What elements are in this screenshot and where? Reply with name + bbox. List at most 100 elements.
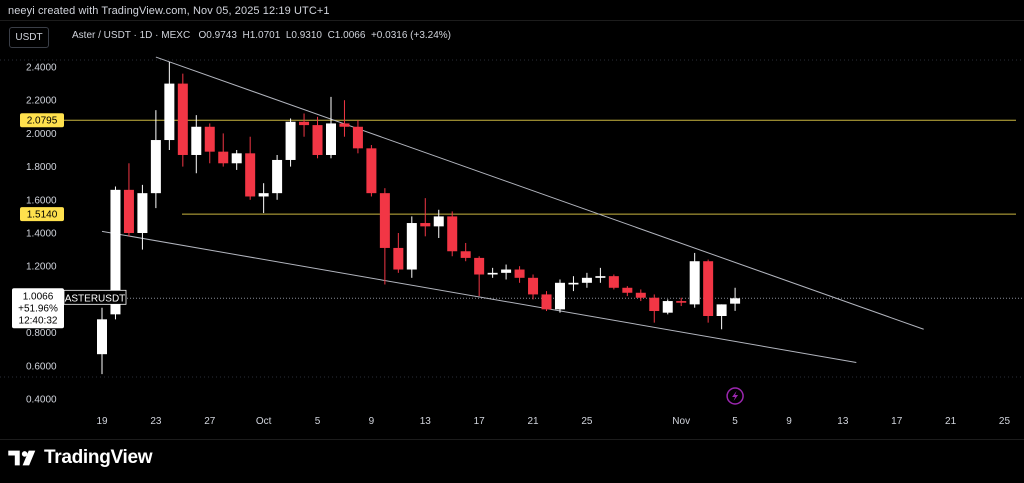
candle-body: [501, 269, 512, 273]
y-tick-label: 2.4000: [26, 63, 57, 74]
candle-2025-09-23[interactable]: [150, 110, 161, 209]
candle-2025-10-07[interactable]: [339, 100, 350, 137]
candle-2025-11-02[interactable]: [689, 252, 700, 308]
candle-body: [514, 269, 525, 278]
candle-body: [218, 151, 229, 164]
candle-2025-09-27[interactable]: [204, 123, 215, 164]
currency-button[interactable]: USDT: [9, 27, 49, 48]
tradingview-logo-text: TradingView: [44, 447, 153, 468]
candle-2025-10-05[interactable]: [312, 116, 323, 159]
candle-2025-10-22[interactable]: [541, 291, 552, 312]
level-low-badge: 1.5140: [20, 207, 64, 222]
tradingview-logo[interactable]: TradingView: [8, 446, 153, 470]
lightning-icon[interactable]: [726, 387, 744, 405]
candle-2025-10-14[interactable]: [433, 209, 444, 238]
candle-body: [474, 257, 485, 275]
candle-2025-11-05[interactable]: [730, 287, 741, 311]
x-tick-label: 9: [786, 416, 792, 427]
candle-body: [595, 276, 606, 278]
x-tick-label: 19: [96, 416, 108, 427]
candle-2025-10-31[interactable]: [662, 299, 673, 315]
candle-2025-10-29[interactable]: [635, 289, 646, 302]
candle-2025-10-26[interactable]: [595, 267, 606, 283]
candle-body: [325, 123, 336, 155]
candle-2025-10-01[interactable]: [258, 183, 269, 214]
candle-2025-09-25[interactable]: [177, 73, 188, 167]
candle-body: [339, 123, 350, 127]
candle-2025-09-28[interactable]: [218, 133, 229, 167]
candle-body: [123, 189, 134, 233]
legend-symbol[interactable]: Aster / USDT · 1D · MEXC: [72, 30, 191, 41]
candle-2025-10-18[interactable]: [487, 267, 498, 278]
candlestick-chart[interactable]: 0.40000.60000.80001.00001.20001.40001.60…: [0, 20, 1024, 438]
countdown-text: 12:40:32: [19, 315, 58, 326]
candle-2025-10-09[interactable]: [366, 145, 377, 197]
candle-2025-10-13[interactable]: [420, 198, 431, 237]
legend-low: 0.9310: [291, 30, 322, 41]
candle-2025-09-30[interactable]: [245, 136, 256, 200]
symbol-legend: Aster / USDT · 1D · MEXC O0.9743 H1.0701…: [72, 30, 451, 41]
candle-2025-10-25[interactable]: [581, 272, 592, 288]
candle-2025-10-02[interactable]: [272, 154, 283, 200]
candle-body: [716, 304, 727, 316]
current-price-text: 1.0066: [23, 291, 54, 302]
legend-high: 1.0701: [249, 30, 281, 41]
candle-2025-10-04[interactable]: [299, 113, 310, 137]
candle-2025-09-22[interactable]: [137, 184, 148, 250]
candle-2025-10-15[interactable]: [447, 211, 458, 257]
candle-2025-10-12[interactable]: [406, 216, 417, 278]
candle-2025-10-21[interactable]: [528, 274, 539, 300]
candle-2025-11-01[interactable]: [676, 297, 687, 307]
candle-body: [231, 153, 242, 164]
candle-2025-10-24[interactable]: [568, 276, 579, 292]
candle-2025-11-03[interactable]: [703, 259, 714, 323]
candle-2025-10-20[interactable]: [514, 266, 525, 283]
candle-body: [689, 261, 700, 305]
candle-2025-10-11[interactable]: [393, 233, 404, 273]
candle-2025-10-08[interactable]: [352, 120, 363, 154]
symbol-tag-bg: [63, 289, 127, 305]
event-markers[interactable]: [726, 387, 744, 405]
x-tick-label: 27: [204, 416, 216, 427]
y-tick-label: 1.6000: [26, 195, 57, 206]
candle-body: [97, 319, 107, 355]
y-tick-label: 1.8000: [26, 162, 57, 173]
candle-2025-09-26[interactable]: [191, 115, 202, 174]
x-tick-label: 9: [369, 416, 375, 427]
candle-2025-09-19[interactable]: [97, 307, 107, 375]
y-tick-label: 0.4000: [26, 395, 57, 406]
y-tick-label: 1.4000: [26, 229, 57, 240]
candle-2025-10-03[interactable]: [285, 118, 296, 167]
candle-2025-10-06[interactable]: [325, 96, 336, 159]
candle-body: [730, 298, 741, 304]
candle-2025-09-24[interactable]: [164, 62, 175, 150]
level-low-badge-bg: [20, 207, 64, 222]
candle-body: [649, 297, 660, 312]
candle-2025-10-19[interactable]: [501, 264, 512, 280]
candles: [97, 62, 741, 375]
candle-2025-10-30[interactable]: [649, 294, 660, 323]
candle-2025-09-21[interactable]: [123, 163, 134, 237]
symbol-tag-text: ASTERUSDT: [65, 293, 126, 304]
candle-2025-11-04[interactable]: [716, 304, 727, 330]
legend-low-label: L: [285, 30, 292, 41]
candle-body: [541, 294, 552, 310]
candle-body: [164, 83, 175, 141]
candle-2025-10-23[interactable]: [554, 279, 565, 313]
legend-open: 0.9743: [206, 30, 237, 41]
candle-2025-10-27[interactable]: [608, 274, 619, 290]
candle-body: [352, 126, 363, 149]
x-tick-label: Oct: [256, 416, 272, 427]
y-tick-label: 2.2000: [26, 96, 57, 107]
candle-2025-09-29[interactable]: [231, 150, 242, 170]
time-axis[interactable]: 19 23 27 Oct 5 9 13 17 21 25 Nov 5 9 13 17 21 25: [96, 416, 1010, 427]
candle-2025-10-10[interactable]: [379, 188, 390, 285]
dotted-guides: [0, 59, 1024, 378]
legend-close-label: C: [327, 30, 335, 41]
candle-body: [285, 121, 296, 160]
candle-body: [393, 247, 404, 270]
candle-2025-10-16[interactable]: [460, 242, 471, 262]
candle-2025-10-28[interactable]: [622, 286, 633, 297]
candle-body: [177, 83, 188, 155]
candle-2025-10-17[interactable]: [474, 256, 485, 297]
